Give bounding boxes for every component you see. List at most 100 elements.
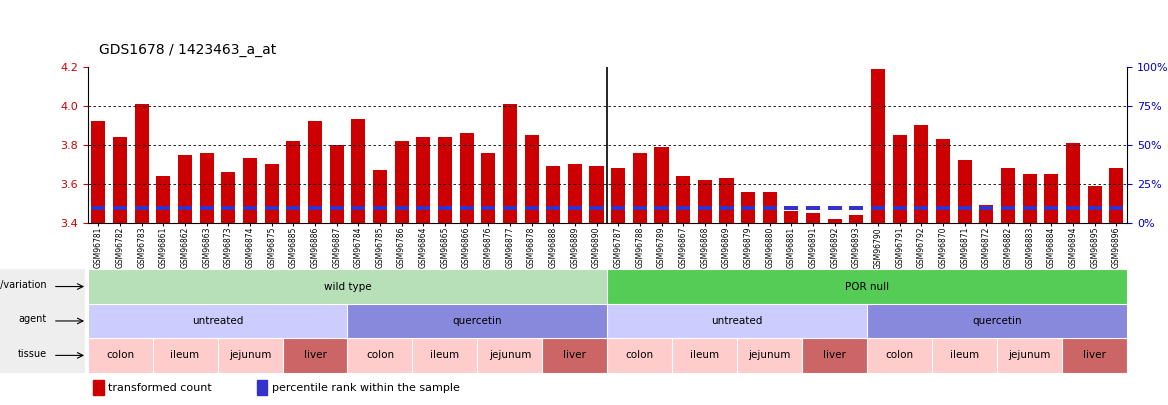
Bar xyxy=(134,206,148,210)
Bar xyxy=(91,122,105,223)
Bar xyxy=(785,206,799,210)
Bar xyxy=(1044,206,1058,210)
Bar xyxy=(849,215,863,223)
Bar xyxy=(373,206,387,210)
Bar xyxy=(200,153,214,223)
Bar xyxy=(806,213,820,223)
Bar xyxy=(936,139,950,223)
Bar xyxy=(113,206,127,210)
Bar xyxy=(157,176,171,223)
Bar xyxy=(93,380,104,395)
Bar xyxy=(892,206,906,210)
Text: ileum: ileum xyxy=(430,350,459,360)
Bar xyxy=(524,206,538,210)
Bar xyxy=(416,137,430,223)
Text: liver: liver xyxy=(304,350,326,360)
Bar xyxy=(590,206,604,210)
Bar xyxy=(438,137,452,223)
Bar xyxy=(257,380,267,395)
Text: colon: colon xyxy=(106,350,134,360)
Text: POR null: POR null xyxy=(846,281,889,292)
Bar xyxy=(828,206,842,210)
Text: colon: colon xyxy=(366,350,394,360)
Bar xyxy=(958,160,972,223)
Bar xyxy=(243,206,257,210)
Bar xyxy=(806,206,820,210)
Bar xyxy=(503,104,517,223)
Bar xyxy=(979,206,994,210)
Bar xyxy=(178,155,192,223)
Text: percentile rank within the sample: percentile rank within the sample xyxy=(271,383,459,393)
Bar xyxy=(654,206,668,210)
Text: jejunum: jejunum xyxy=(229,350,271,360)
Bar xyxy=(871,69,885,223)
Bar xyxy=(828,219,842,223)
Text: colon: colon xyxy=(885,350,913,360)
Bar xyxy=(1044,174,1058,223)
Bar xyxy=(892,135,906,223)
Bar xyxy=(221,172,236,223)
Bar xyxy=(524,135,538,223)
Bar xyxy=(849,206,863,210)
Text: quercetin: quercetin xyxy=(973,316,1022,326)
Bar xyxy=(1023,174,1037,223)
Bar xyxy=(113,137,127,223)
Text: ileum: ileum xyxy=(171,350,200,360)
Bar xyxy=(1087,206,1101,210)
Bar xyxy=(265,164,279,223)
Text: liver: liver xyxy=(563,350,586,360)
Bar xyxy=(459,133,474,223)
Bar xyxy=(416,206,430,210)
Bar xyxy=(265,206,279,210)
Bar xyxy=(611,168,625,223)
Text: genotype/variation: genotype/variation xyxy=(0,280,47,290)
Bar xyxy=(936,206,950,210)
Bar xyxy=(785,211,799,223)
Bar xyxy=(915,206,929,210)
Bar xyxy=(134,104,148,223)
Text: liver: liver xyxy=(1083,350,1106,360)
Bar xyxy=(547,206,561,210)
Bar xyxy=(200,206,214,210)
Bar xyxy=(286,206,300,210)
Bar xyxy=(1066,143,1080,223)
Bar xyxy=(697,206,711,210)
Text: wild type: wild type xyxy=(324,281,371,292)
Bar xyxy=(1110,168,1124,223)
Text: untreated: untreated xyxy=(711,316,763,326)
Bar xyxy=(157,206,171,210)
Bar xyxy=(329,206,343,210)
Bar xyxy=(719,178,734,223)
Text: tissue: tissue xyxy=(18,349,47,359)
Bar xyxy=(352,206,366,210)
Bar xyxy=(286,141,300,223)
Text: transformed count: transformed count xyxy=(107,383,211,393)
Text: ileum: ileum xyxy=(690,350,719,360)
Text: untreated: untreated xyxy=(192,316,243,326)
Bar xyxy=(352,119,366,223)
Bar xyxy=(611,206,625,210)
Bar xyxy=(308,206,322,210)
Bar xyxy=(243,158,257,223)
Bar xyxy=(547,166,561,223)
Text: liver: liver xyxy=(823,350,846,360)
Bar xyxy=(1023,206,1037,210)
Bar xyxy=(958,206,972,210)
Bar xyxy=(568,206,582,210)
Text: GDS1678 / 1423463_a_at: GDS1678 / 1423463_a_at xyxy=(99,43,277,57)
Bar xyxy=(633,153,647,223)
Bar xyxy=(481,206,495,210)
Bar xyxy=(1087,186,1101,223)
Bar xyxy=(395,206,409,210)
Bar xyxy=(633,206,647,210)
Bar xyxy=(568,164,582,223)
Bar xyxy=(979,205,994,223)
Text: jejunum: jejunum xyxy=(749,350,791,360)
Bar xyxy=(763,206,777,210)
Bar xyxy=(590,166,604,223)
Bar xyxy=(654,147,668,223)
Bar xyxy=(741,206,756,210)
Bar xyxy=(719,206,734,210)
Bar xyxy=(1110,206,1124,210)
Bar xyxy=(308,122,322,223)
